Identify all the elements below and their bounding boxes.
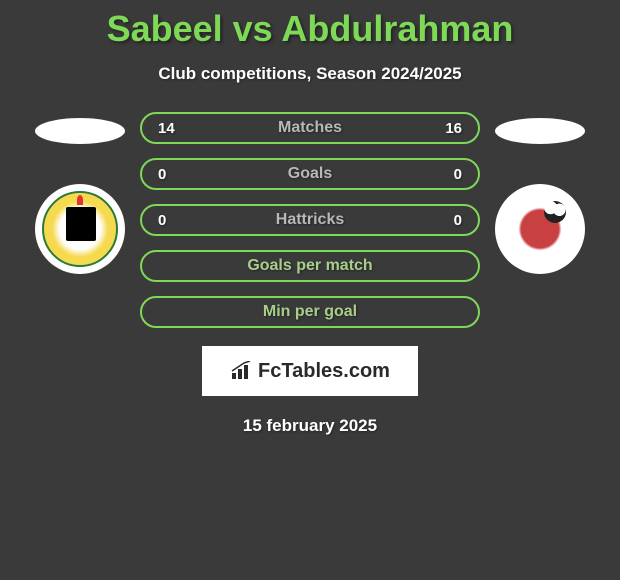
stat-label: Matches [278, 119, 342, 137]
stat-value-right: 16 [438, 120, 462, 137]
stat-value-left: 0 [158, 166, 182, 183]
stat-value-left: 14 [158, 120, 182, 137]
stat-label: Goals [288, 165, 332, 183]
brand-logo: FcTables.com [202, 346, 418, 396]
crest-graphic-left [42, 191, 118, 267]
stat-label: Goals per match [247, 257, 372, 275]
club-crest-left [35, 184, 125, 274]
comparison-panel: 14 Matches 16 0 Goals 0 0 Hattricks 0 Go… [0, 112, 620, 328]
stat-value-right: 0 [438, 166, 462, 183]
left-player-column [20, 112, 140, 274]
stats-column: 14 Matches 16 0 Goals 0 0 Hattricks 0 Go… [140, 112, 480, 328]
stat-row-min-per-goal: Min per goal [140, 296, 480, 328]
page-title: Sabeel vs Abdulrahman [0, 0, 620, 50]
player-avatar-left [35, 118, 125, 144]
stat-label: Hattricks [276, 211, 344, 229]
stat-value-right: 0 [438, 212, 462, 229]
date-text: 15 february 2025 [0, 416, 620, 436]
stat-value-left: 0 [158, 212, 182, 229]
stat-row-hattricks: 0 Hattricks 0 [140, 204, 480, 236]
stat-row-matches: 14 Matches 16 [140, 112, 480, 144]
chart-icon [230, 361, 254, 381]
right-player-column [480, 112, 600, 274]
stat-row-goals: 0 Goals 0 [140, 158, 480, 190]
club-crest-right [495, 184, 585, 274]
stat-row-goals-per-match: Goals per match [140, 250, 480, 282]
subtitle: Club competitions, Season 2024/2025 [0, 64, 620, 84]
brand-text: FcTables.com [258, 360, 390, 383]
crest-graphic-right [502, 191, 578, 267]
player-avatar-right [495, 118, 585, 144]
stat-label: Min per goal [263, 303, 357, 321]
